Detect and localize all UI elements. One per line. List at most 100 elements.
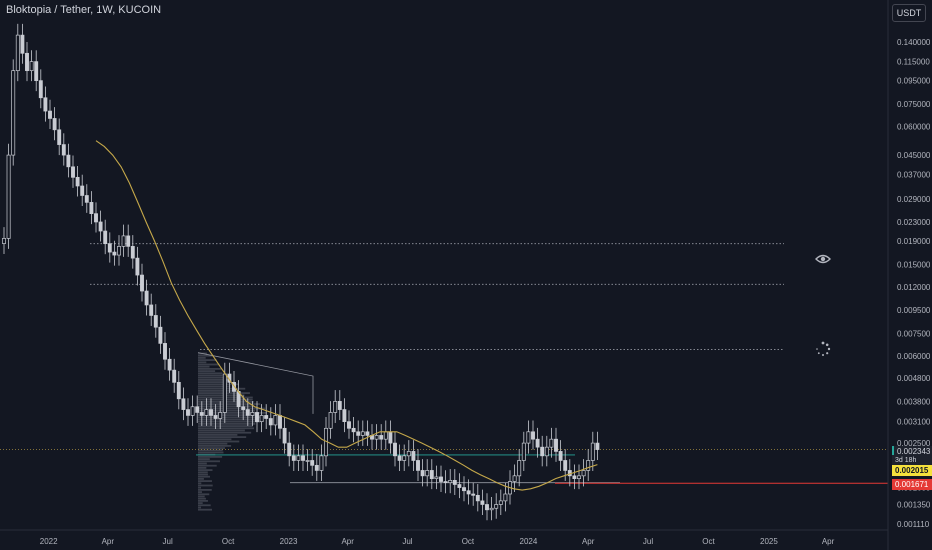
volume-profile-bar	[198, 374, 223, 377]
volume-profile-bar	[198, 458, 210, 460]
candle-body	[140, 274, 144, 292]
volume-profile-bar	[198, 403, 261, 405]
candle-body	[457, 484, 462, 488]
candle-body	[489, 507, 494, 511]
volume-profile-bar	[198, 451, 224, 454]
candle-body	[112, 251, 117, 256]
candle-body	[581, 470, 586, 477]
price-tick-label: 0.095000	[897, 77, 931, 86]
candle-body	[517, 460, 522, 477]
volume-profile-bar	[198, 447, 225, 449]
candle-body	[204, 409, 209, 416]
price-tick-label: 0.002500	[897, 439, 931, 448]
volume-profile-bar	[198, 433, 238, 436]
moving-average-line	[95, 140, 598, 491]
candle-body	[494, 504, 499, 509]
price-tick-label: 0.060000	[897, 122, 931, 131]
candle-body	[29, 61, 34, 72]
volume-profile-bar	[198, 361, 207, 364]
candle-body	[34, 61, 39, 81]
candle-body	[365, 431, 370, 436]
volume-profile-bar	[198, 356, 206, 359]
candle-body	[393, 442, 397, 457]
volume-profile-bar	[198, 385, 231, 388]
candle-body	[526, 431, 531, 444]
time-axis[interactable]: 2022 Apr Jul Oct 2023 Apr Jul Oct 2024 Apr Jul Oct 2…	[0, 529, 888, 546]
candle-body	[241, 406, 246, 410]
volume-profile-bar	[198, 387, 246, 390]
candle-body	[471, 493, 476, 496]
candle-body	[420, 470, 425, 477]
time-tick-label: Jul	[402, 537, 412, 546]
volume-profile-bar	[198, 381, 227, 383]
time-tick-label: Apr	[341, 537, 354, 546]
candle-body	[595, 442, 600, 450]
candle-body	[402, 455, 407, 461]
candle-body	[126, 235, 131, 247]
candle-body	[429, 470, 434, 479]
candle-body	[130, 246, 135, 259]
candle-body	[480, 500, 485, 505]
eye-icon[interactable]	[815, 253, 831, 265]
candle-body	[167, 358, 172, 371]
candle-body	[531, 431, 535, 440]
support-level-tag: 0.001671	[892, 479, 932, 490]
volume-profile-bar	[198, 414, 256, 416]
volume-profile-bar	[198, 407, 266, 410]
candle-body	[20, 34, 25, 54]
candle-body	[98, 221, 103, 232]
volume-profile-bar	[198, 449, 223, 452]
volume-profile-bar	[198, 473, 208, 476]
candle-body	[232, 381, 236, 392]
price-tick-label: 0.004800	[897, 374, 931, 383]
volume-profile-bar	[198, 508, 212, 511]
price-tick-label: 0.140000	[897, 38, 931, 47]
candle-body	[11, 70, 16, 156]
candle-body	[319, 455, 324, 471]
candle-body	[163, 343, 167, 360]
volume-profile-bar	[198, 420, 261, 423]
candle-body	[291, 455, 296, 461]
candle-body	[66, 154, 71, 168]
candle-body	[337, 401, 342, 410]
current-price-tag: 0.002343	[892, 446, 932, 457]
volume-profile-bar	[198, 383, 239, 386]
candle-body	[84, 195, 89, 203]
candle-body	[544, 446, 549, 457]
candle-body	[462, 487, 466, 492]
candle-body	[209, 409, 213, 416]
volume-profile-bar	[198, 462, 207, 465]
volume-profile-bar	[198, 504, 211, 507]
candle-body	[218, 412, 223, 419]
candle-body	[25, 52, 29, 72]
candle-body	[48, 110, 52, 119]
candle-body	[360, 431, 365, 436]
candle-body	[259, 415, 264, 423]
currency-button[interactable]: USDT	[892, 4, 926, 22]
volume-profile-bar	[198, 477, 204, 480]
candle-body	[512, 475, 517, 482]
volume-profile-bar	[198, 438, 232, 441]
price-tick-label: 0.006000	[897, 352, 931, 361]
candle-body	[503, 493, 508, 502]
candle-body	[186, 409, 190, 416]
volume-profile-bar	[198, 486, 201, 489]
candle-body	[452, 480, 457, 485]
volume-profile-bar	[198, 427, 255, 430]
volume-profile-bar	[198, 367, 222, 370]
volume-profile-bar	[198, 506, 201, 509]
price-tick-label: 0.009500	[897, 306, 931, 315]
candle-body	[333, 401, 338, 413]
candle-body	[282, 427, 287, 444]
candle-body	[554, 438, 558, 452]
candle-body	[439, 476, 443, 482]
volume-profile-bar	[198, 436, 247, 438]
candle-body	[94, 213, 98, 223]
volume-profile-bar	[198, 480, 212, 482]
candle-body	[89, 202, 94, 215]
candle-body	[158, 326, 163, 344]
time-tick-label: Oct	[462, 537, 475, 546]
price-tick-label: 0.075000	[897, 100, 931, 109]
candle-body	[434, 476, 439, 479]
